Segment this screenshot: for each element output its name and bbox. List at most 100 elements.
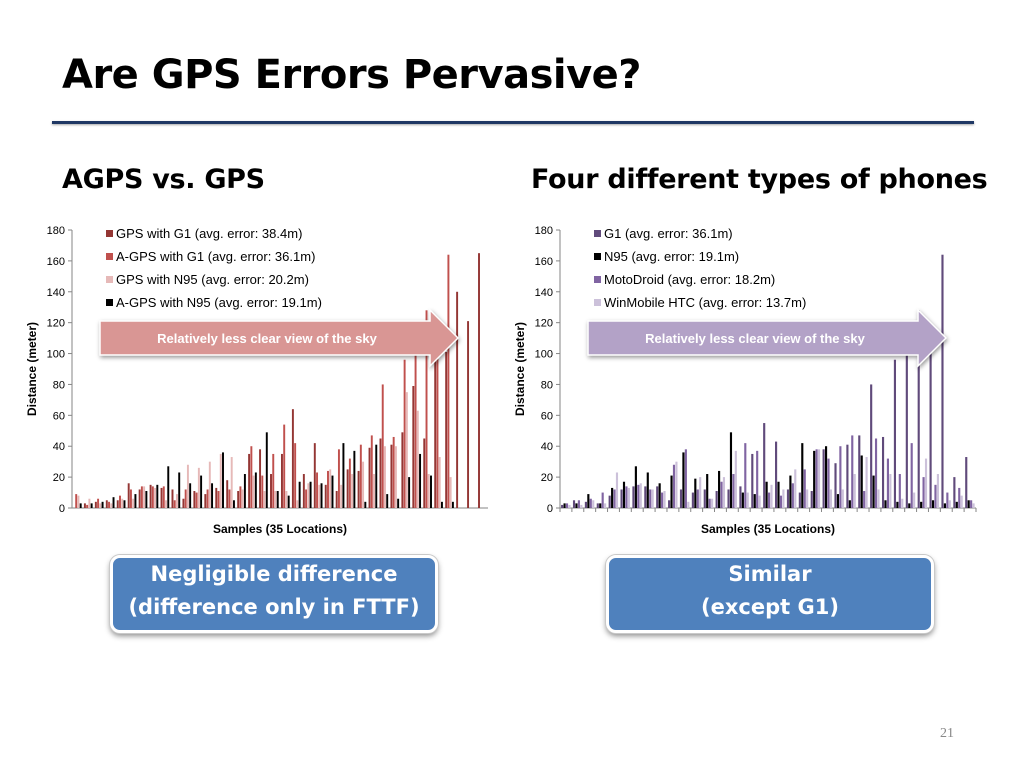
bar [577,500,580,508]
bar [953,477,956,508]
bar [870,384,873,508]
bar [384,446,386,508]
bar [327,470,329,508]
left-box-line1: Negligible difference [150,562,398,586]
bar [775,441,778,508]
bar [901,498,904,508]
bar [195,492,198,508]
bar [165,500,167,508]
bar [232,500,235,508]
bar [105,500,108,508]
bar [239,486,242,508]
bar [834,463,837,508]
bar [178,472,181,508]
annotation-label: Relatively less clear view of the sky [157,331,377,346]
bar [810,491,813,508]
bar [320,483,323,508]
bar [416,410,419,508]
y-tick-label: 100 [47,349,65,361]
bar [189,483,192,508]
bar [920,501,923,508]
bar [110,503,113,508]
bar [637,484,640,508]
bar [694,478,697,508]
bar [722,477,726,508]
bar [608,495,611,508]
legend-label: A-GPS with G1 (avg. error: 36.1m) [116,249,315,264]
bar [337,449,340,508]
y-tick-label: 160 [47,256,65,268]
y-tick-label: 120 [535,318,553,330]
bar [936,474,939,508]
bar [167,466,170,508]
bar [656,486,659,508]
bar [252,475,255,508]
bar [941,254,944,508]
y-tick-label: 20 [53,472,65,484]
bar [782,489,785,508]
bar [651,489,654,508]
bar [270,474,272,508]
bar [803,469,806,508]
bar [794,469,797,508]
bar [149,484,152,508]
legend-swatch [594,299,601,306]
bar [154,487,157,508]
bar [898,474,901,508]
bar [250,446,253,508]
bar [798,492,801,508]
bar [451,501,454,508]
bar [687,501,690,508]
bar [138,489,141,508]
bar [309,481,312,508]
right-box-line1: Similar [728,562,812,586]
bar [958,487,961,508]
bar [143,486,146,508]
bar [872,475,875,508]
bar [440,501,443,508]
bar [414,348,417,508]
bar [346,469,349,508]
annotation-label: Relatively less clear view of the sky [645,331,865,346]
bar [732,474,735,508]
bar [283,424,286,508]
bar [419,453,422,508]
bar [119,495,121,508]
bar [649,489,652,508]
bar [397,498,400,508]
y-tick-label: 180 [535,225,553,237]
y-tick-label: 40 [541,441,553,453]
bar [734,450,737,508]
bar [318,484,321,508]
bar [364,501,367,508]
bar [276,491,279,508]
bar [373,474,375,508]
legend-label: MotoDroid (avg. error: 18.2m) [604,272,775,287]
bar [946,492,949,508]
bar [786,489,790,508]
bar [896,501,899,508]
bar [353,450,356,508]
y-tick-label: 120 [47,318,65,330]
bar [263,491,266,508]
bar [340,484,343,508]
bar [197,467,200,508]
bar [661,492,664,508]
bar [917,310,920,508]
right-heading: Four different types of phones [531,164,988,195]
bar [929,330,932,508]
bar [706,474,709,508]
legend-swatch [106,253,113,260]
bar [208,461,211,508]
bar [226,480,229,508]
bar [817,449,821,508]
bar [711,498,714,508]
bar [848,500,851,508]
bar [620,489,623,508]
x-axis-label: Samples (35 Locations) [213,522,347,536]
bar [922,477,925,508]
bar [307,483,310,508]
bar [741,492,744,508]
bar [127,483,130,508]
bar [219,453,222,508]
